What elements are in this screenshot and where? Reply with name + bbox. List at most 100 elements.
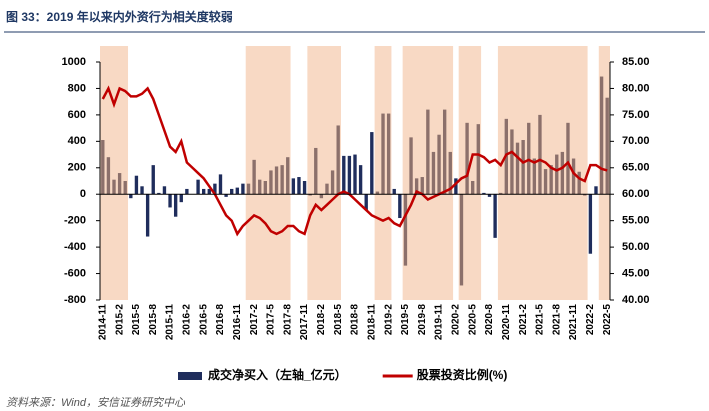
x-tick-label: 2017-8 bbox=[282, 304, 293, 336]
bar bbox=[353, 154, 357, 195]
bar bbox=[224, 194, 228, 197]
x-tick-label: 2016-8 bbox=[215, 304, 226, 336]
x-tick-label: 2020-2 bbox=[451, 304, 462, 336]
x-tick-label: 2016-5 bbox=[198, 304, 209, 336]
x-tick-label: 2018-5 bbox=[333, 304, 344, 336]
bar bbox=[196, 179, 200, 195]
bar bbox=[168, 194, 172, 208]
bar bbox=[454, 178, 458, 195]
bar bbox=[465, 122, 469, 195]
bar bbox=[605, 97, 609, 195]
x-tick-label: 2017-5 bbox=[266, 304, 277, 336]
bar bbox=[476, 124, 480, 195]
y2-tick-label: 70.00 bbox=[622, 135, 650, 147]
bar bbox=[258, 179, 262, 195]
bar bbox=[392, 188, 396, 195]
y-tick-label: 0 bbox=[80, 188, 86, 200]
x-tick-label: 2017-2 bbox=[249, 304, 260, 336]
bar bbox=[162, 186, 167, 195]
x-tick-label: 2018-8 bbox=[350, 304, 361, 336]
bar bbox=[437, 134, 441, 195]
bar bbox=[280, 165, 284, 195]
bar bbox=[213, 183, 217, 195]
bar bbox=[599, 76, 604, 195]
y-tick-label: 600 bbox=[68, 109, 86, 121]
bar bbox=[381, 113, 385, 195]
x-tick-label: 2020-11 bbox=[501, 304, 512, 341]
bar bbox=[471, 181, 475, 195]
bar bbox=[241, 183, 245, 195]
bar bbox=[308, 194, 312, 196]
y-tick-label: 400 bbox=[68, 135, 86, 147]
bar bbox=[493, 194, 497, 238]
x-tick-label: 2014-11 bbox=[97, 304, 108, 341]
bar bbox=[420, 177, 424, 195]
shaded-region bbox=[458, 46, 482, 300]
bar bbox=[179, 194, 183, 203]
bar bbox=[286, 157, 290, 195]
x-tick-label: 2017-11 bbox=[299, 304, 310, 341]
bar bbox=[370, 132, 374, 195]
x-tick-label: 2016-2 bbox=[182, 304, 193, 336]
x-tick-label: 2020-8 bbox=[484, 304, 495, 336]
x-tick-label: 2022-2 bbox=[585, 304, 596, 336]
bar bbox=[123, 181, 127, 195]
bar bbox=[588, 194, 593, 254]
bar bbox=[499, 192, 503, 195]
y2-tick-label: 80.00 bbox=[622, 82, 650, 94]
x-tick-label: 2020-5 bbox=[467, 304, 478, 336]
bar bbox=[330, 170, 335, 195]
legend-swatch bbox=[178, 372, 202, 380]
bar bbox=[583, 194, 587, 196]
bar bbox=[414, 178, 419, 195]
bar bbox=[431, 151, 436, 195]
bar bbox=[106, 157, 111, 195]
bar bbox=[521, 140, 525, 195]
bar bbox=[235, 187, 239, 195]
x-tick-label: 2015-8 bbox=[148, 304, 159, 336]
y2-tick-label: 65.00 bbox=[622, 162, 650, 174]
line bbox=[101, 85, 608, 237]
x-tick-label: 2018-2 bbox=[316, 304, 327, 336]
shaded-region bbox=[100, 46, 129, 300]
bar bbox=[336, 125, 340, 195]
bar bbox=[230, 188, 234, 195]
bar bbox=[252, 159, 256, 195]
x-tick-label: 2015-11 bbox=[165, 304, 176, 341]
legend-label: 成交净买入（左轴_亿元） bbox=[208, 367, 347, 382]
bar bbox=[487, 194, 492, 197]
bar bbox=[202, 188, 206, 195]
bar bbox=[319, 194, 324, 199]
legend-label: 股票投资比例(%) bbox=[417, 367, 508, 382]
bar bbox=[134, 175, 139, 195]
bar bbox=[549, 165, 553, 195]
chart-title: 图 33：2019 年以来内外资行为相关度较弱 bbox=[6, 9, 233, 24]
y2-tick-label: 50.00 bbox=[622, 241, 650, 253]
bar bbox=[555, 154, 559, 195]
x-tick-label: 2022-5 bbox=[602, 304, 613, 336]
y2-tick-label: 75.00 bbox=[622, 109, 650, 121]
bar bbox=[543, 169, 548, 195]
bar bbox=[157, 192, 161, 195]
bar bbox=[459, 194, 464, 286]
bar bbox=[269, 170, 273, 195]
bar bbox=[274, 166, 279, 195]
x-tick-label: 2021-5 bbox=[535, 304, 546, 336]
bar bbox=[409, 137, 413, 195]
bar bbox=[566, 122, 570, 195]
bar bbox=[112, 179, 116, 195]
bar bbox=[325, 183, 329, 195]
bar bbox=[364, 194, 368, 211]
bar bbox=[218, 174, 223, 195]
bar bbox=[426, 109, 430, 195]
bar bbox=[145, 194, 150, 237]
bar bbox=[314, 147, 318, 195]
bar bbox=[297, 177, 301, 195]
x-tick-label: 2018-11 bbox=[366, 304, 377, 341]
y2-tick-label: 55.00 bbox=[622, 215, 650, 227]
bar bbox=[291, 178, 296, 195]
bar bbox=[207, 188, 211, 195]
bar bbox=[515, 142, 520, 195]
bar bbox=[577, 171, 581, 195]
bar bbox=[571, 158, 576, 195]
